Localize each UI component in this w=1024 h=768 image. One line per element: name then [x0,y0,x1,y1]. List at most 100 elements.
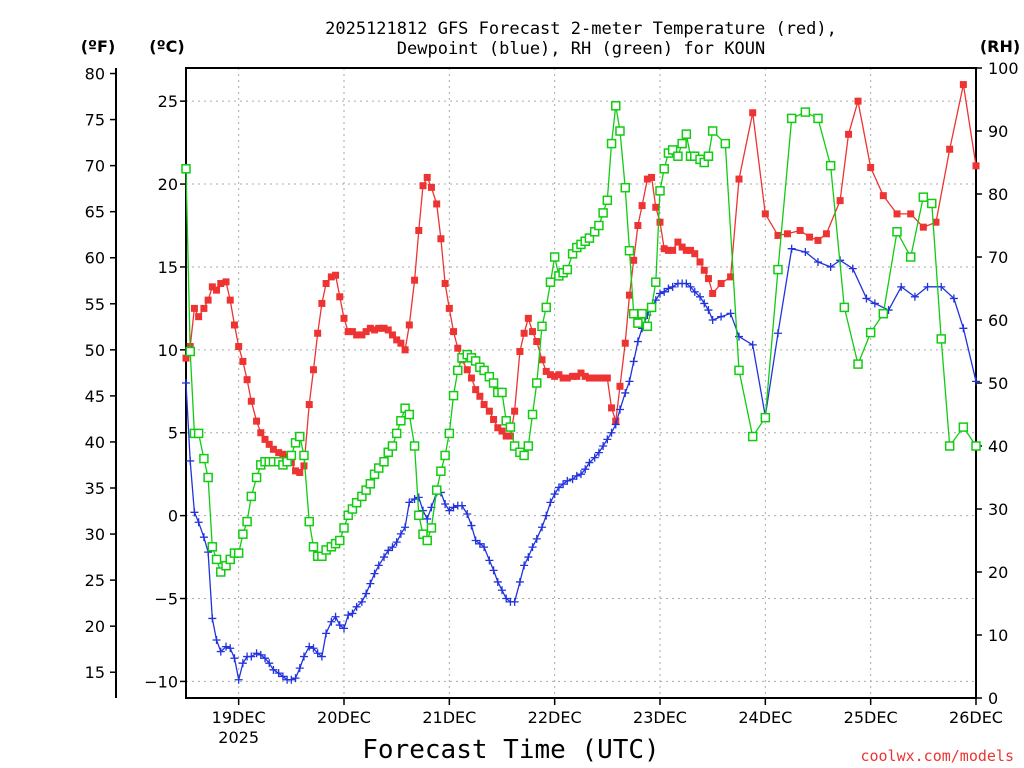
temperature-point [581,372,589,380]
dewpoint-point [625,377,634,386]
rh-point [286,450,297,461]
temperature-point [591,374,599,382]
temperature-point [783,230,791,238]
temperature-point [490,415,498,423]
temperature-point [476,392,484,400]
rh-point [677,138,687,149]
temperature-point [608,404,616,412]
temperature-point [200,304,208,312]
temperature-point [243,376,251,384]
dewpoint-point [814,257,822,266]
temperature-point [774,231,782,239]
dewpoint-point [748,340,757,349]
rh-point [667,145,678,155]
rh-point [944,441,955,451]
dewpoint-point [238,659,247,668]
temperature-point [415,226,423,234]
dewpoint-point [572,471,581,480]
temperature-point [454,344,462,352]
credit-link[interactable]: coolwx.com/models [860,747,1014,765]
dewpoint-point [502,594,511,603]
temperature-point [946,145,954,153]
celsius-tick-label: 0 [168,507,178,526]
rh-point [537,321,547,332]
rh-point [396,416,406,426]
rh-point [646,302,657,313]
rh-point [181,164,191,174]
temperature-point [300,462,308,470]
rh-point [825,160,836,171]
dewpoint-point [550,490,559,499]
rh-point [211,554,222,565]
dewpoint-point [897,282,906,291]
temperature-point [691,250,699,258]
temperature-point [551,372,559,380]
temperature-point [972,162,980,170]
rh-point [519,450,529,461]
dewpoint-point [216,647,225,656]
temperature-point [796,226,804,234]
temperature-point [678,243,686,251]
dewpoint-point [498,586,506,595]
chart-title-line2: Dewpoint (blue), RH (green) for KOUN [397,39,765,59]
dewpoint-point [726,309,735,318]
rh-point [633,318,643,328]
temperature-point [239,357,247,365]
temperature-point [502,432,510,440]
temperature-point [599,374,607,382]
temperature-point [806,233,814,241]
dewpoint-point [603,435,612,444]
dewpoint-point [615,405,624,414]
temperature-point [344,328,352,336]
rh-point [532,378,542,388]
temperature-point [362,328,370,336]
dewpoint-point [773,329,782,338]
dewpoint-point [287,675,296,684]
dewpoint-point [682,279,691,288]
dewpoint-point [704,306,713,315]
dewpoint-point [585,458,594,467]
rh-point [242,516,252,527]
dewpoint-point [668,282,677,291]
fahrenheit-tick-label: 50 [85,341,105,360]
rh-tick-label: 40 [988,437,1008,456]
rh-point [584,233,595,243]
dewpoint-point [340,624,348,633]
temperature-point [314,329,322,337]
rh-point [655,186,665,196]
temperature-point [669,246,677,254]
rh-point [659,164,669,174]
fahrenheit-tick-label: 80 [85,65,105,84]
rh-point [409,441,420,451]
time-tick-label: 20DEC [317,708,371,727]
rh-point [488,378,499,388]
rh-point [246,491,257,502]
temperature-point [401,346,409,354]
dewpoint-point [291,674,300,683]
rh-point [199,453,209,464]
rh-point [853,359,863,369]
dewpoint-point [186,456,195,465]
dewpoint-point [441,500,450,509]
rh-point [707,126,718,136]
temperature-point [616,382,624,390]
dewpoint-point [331,612,340,621]
temperature-point [450,328,458,336]
temperature-point [749,109,757,117]
celsius-tick-label: 10 [158,341,178,360]
rh-point [624,245,635,256]
rh-point [620,182,630,193]
rh-point [335,535,345,546]
temperature-point [182,354,190,362]
temperature-point [498,427,506,435]
dewpoint-point [599,442,608,450]
temperature-point [247,397,255,405]
dewpoint-point [392,538,401,547]
rh-tick-label: 30 [988,500,1008,519]
dewpoint-point [870,299,879,308]
rh-tick-label: 100 [988,59,1019,78]
dewpoint-point [467,521,476,530]
temperature-point [656,218,664,226]
unit-label-celsius: (ºC) [149,37,184,56]
temperature-point [634,222,642,229]
